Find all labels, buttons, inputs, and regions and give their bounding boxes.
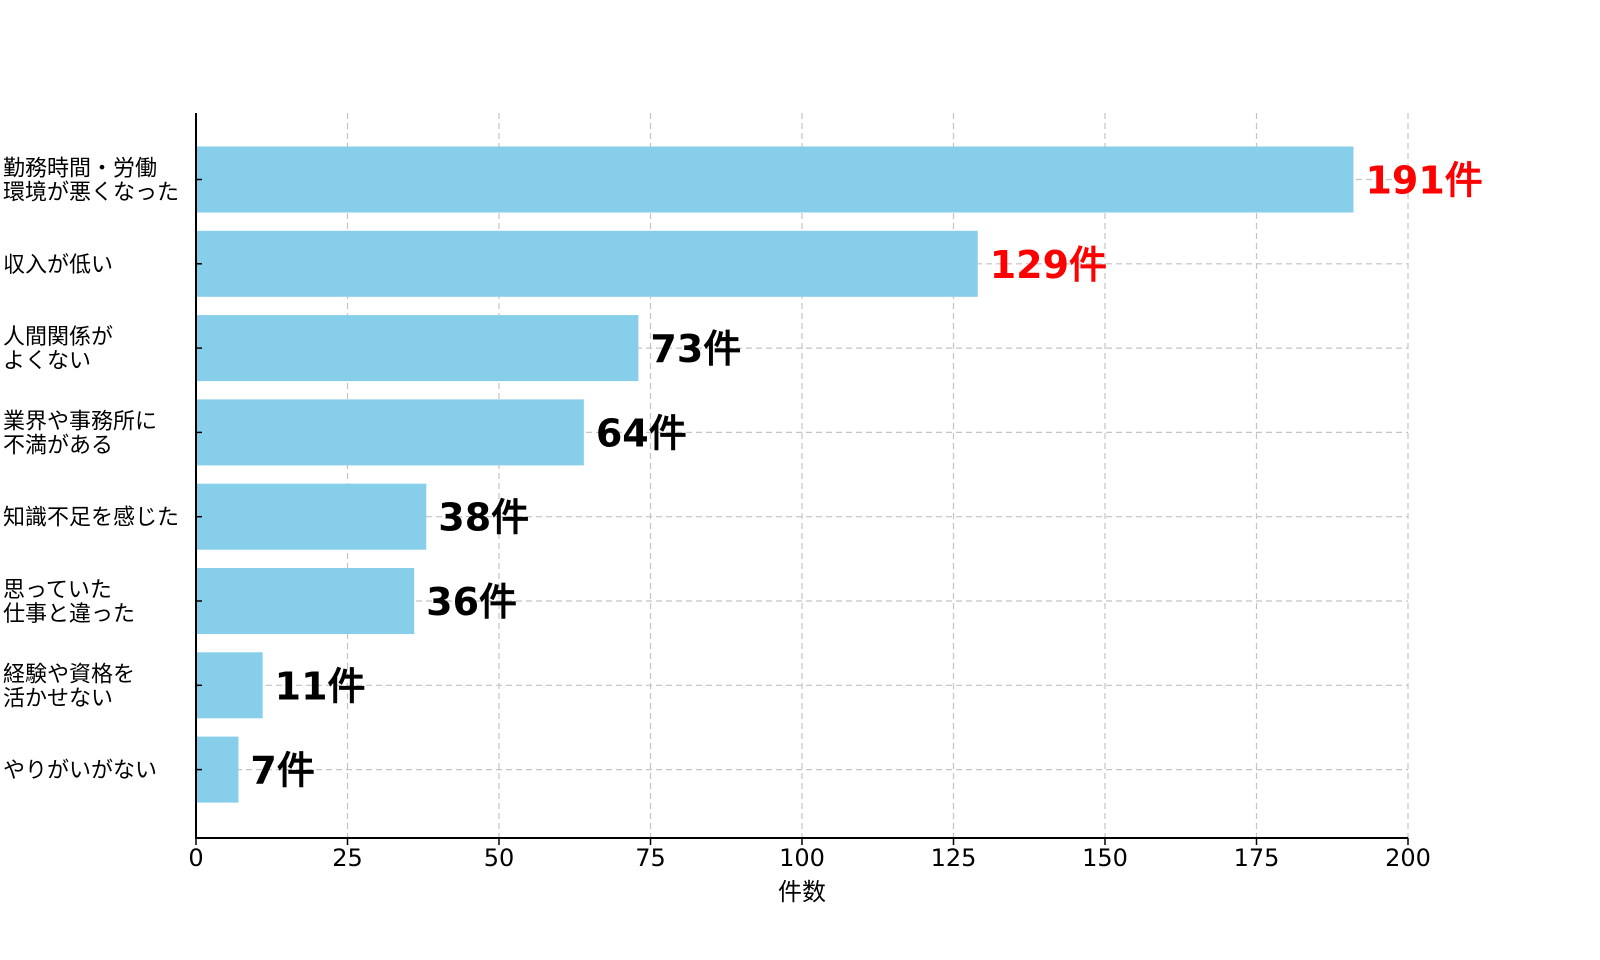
category-label: 知識不足を感じた [3, 506, 179, 531]
x-tick-label: 0 [188, 844, 203, 872]
x-tick-labels: 0 25 50 75 100 125 150 175 200 [188, 844, 1431, 872]
grid [196, 113, 1409, 838]
x-tick-label: 100 [779, 844, 825, 872]
category-label: 経験や資格を活かせない [3, 662, 135, 711]
bar [196, 652, 263, 719]
bar-value-label: 191件 [1365, 159, 1482, 203]
x-tick-label: 75 [635, 844, 666, 872]
bar [196, 146, 1354, 213]
x-tick-label: 200 [1385, 844, 1431, 872]
category-label: 人間関係がよくない [3, 325, 113, 374]
bar [196, 399, 584, 466]
category-label: 業界や事務所に不満がある [3, 409, 157, 458]
bar-value-label: 7件 [250, 749, 314, 793]
x-tick-label: 25 [332, 844, 363, 872]
x-axis-label: 件数 [778, 878, 826, 906]
x-tick-label: 175 [1234, 844, 1280, 872]
x-tick-label: 150 [1082, 844, 1128, 872]
bar-value-label: 64件 [596, 411, 687, 455]
axes [195, 113, 1409, 845]
bar [196, 736, 239, 803]
bar [196, 568, 415, 634]
x-tick-label: 50 [484, 844, 515, 872]
value-labels: 191件 129件 73件 64件 38件 36件 11件 7件 [250, 159, 1482, 793]
bar-value-label: 73件 [650, 327, 741, 371]
bar [196, 230, 978, 297]
category-label: 収入が低い [3, 253, 113, 278]
bar-value-label: 129件 [990, 243, 1107, 287]
bar-value-label: 11件 [275, 664, 366, 708]
bar [196, 483, 427, 550]
category-labels: 勤務時間・労働環境が悪くなった収入が低い人間関係がよくない業界や事務所に不満があ… [3, 157, 179, 784]
category-label: やりがいがない [3, 759, 157, 784]
x-tick-label: 125 [931, 844, 977, 872]
bar-value-label: 38件 [438, 496, 529, 540]
bar [196, 315, 639, 382]
category-label: 思っていた仕事と違った [3, 578, 135, 627]
category-label: 勤務時間・労働環境が悪くなった [3, 157, 179, 206]
bar-value-label: 36件 [426, 580, 517, 624]
bars [196, 146, 1354, 803]
